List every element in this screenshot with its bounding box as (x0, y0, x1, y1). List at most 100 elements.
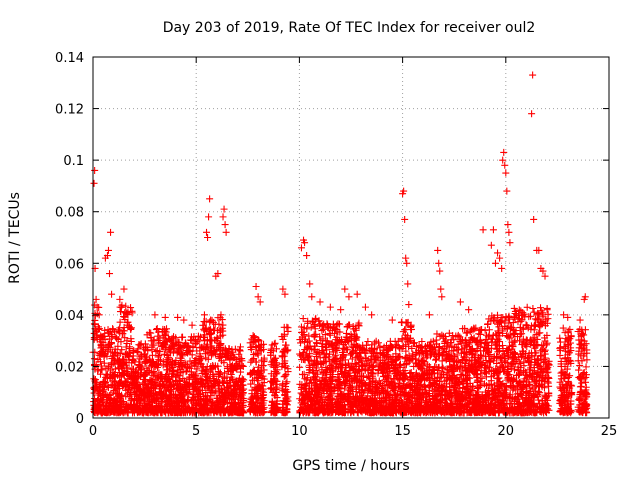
data-point (203, 377, 211, 385)
data-point (92, 334, 100, 342)
data-point (103, 352, 111, 360)
data-point (315, 349, 323, 357)
data-point (282, 341, 290, 349)
data-point (357, 392, 365, 400)
data-point (235, 399, 243, 407)
data-point (260, 358, 268, 366)
data-point (321, 331, 329, 339)
data-point (279, 397, 287, 405)
data-point (235, 350, 243, 358)
data-point (302, 351, 310, 359)
data-point (191, 372, 199, 380)
data-point (354, 368, 362, 376)
data-point (210, 325, 218, 333)
data-point (391, 396, 399, 404)
data-point (382, 393, 390, 401)
data-point (303, 387, 311, 395)
data-point (358, 406, 366, 414)
data-point (325, 383, 333, 391)
data-point (401, 326, 409, 334)
data-point (238, 401, 246, 409)
data-point (177, 350, 185, 358)
data-point (122, 343, 130, 351)
data-point (254, 386, 262, 394)
data-point (334, 370, 342, 378)
data-point (281, 391, 289, 399)
data-point (254, 374, 262, 382)
data-point (121, 316, 129, 324)
data-point (259, 399, 267, 407)
data-point (156, 405, 164, 413)
data-point (254, 368, 262, 376)
data-point (333, 347, 341, 355)
data-point (145, 406, 153, 414)
data-point (356, 356, 364, 364)
data-point (117, 380, 125, 388)
data-point (183, 388, 191, 396)
data-point (248, 386, 256, 394)
data-point (299, 315, 307, 323)
data-point (301, 375, 309, 383)
data-point (252, 342, 260, 350)
data-point (133, 403, 141, 411)
data-point (267, 384, 275, 392)
data-point (326, 329, 334, 337)
data-point (223, 373, 231, 381)
data-point (305, 369, 313, 377)
data-point (334, 320, 342, 328)
data-point (195, 399, 203, 407)
data-point (375, 363, 383, 371)
data-point (111, 357, 119, 365)
data-point (322, 364, 330, 372)
data-point (339, 344, 347, 352)
data-point (323, 382, 331, 390)
data-point (160, 340, 168, 348)
data-point (257, 394, 265, 402)
data-point (335, 380, 343, 388)
data-point (195, 336, 203, 344)
data-point (130, 409, 138, 417)
data-point (223, 352, 231, 360)
data-point (168, 360, 176, 368)
data-point (305, 394, 313, 402)
data-point (333, 384, 341, 392)
data-point (366, 346, 374, 354)
data-point (298, 371, 306, 379)
data-point (361, 399, 369, 407)
data-point (306, 395, 314, 403)
data-point (318, 368, 326, 376)
data-point (176, 343, 184, 351)
data-point (336, 390, 344, 398)
data-point (259, 362, 267, 370)
data-point (354, 321, 362, 329)
data-point (114, 371, 122, 379)
data-point (218, 316, 226, 324)
data-point (112, 402, 120, 410)
data-point (391, 375, 399, 383)
data-point (117, 308, 125, 316)
data-point (223, 394, 231, 402)
data-point (212, 387, 220, 395)
data-point (296, 350, 304, 358)
data-point (210, 347, 218, 355)
data-point (386, 337, 394, 345)
data-point (368, 382, 376, 390)
data-point (220, 359, 228, 367)
data-point (126, 345, 134, 353)
data-point (382, 365, 390, 373)
data-point (376, 389, 384, 397)
data-point (207, 343, 215, 351)
data-point (190, 371, 198, 379)
data-point (280, 373, 288, 381)
data-point (210, 327, 218, 335)
data-point (203, 363, 211, 371)
data-point (177, 407, 185, 415)
data-point (247, 380, 255, 388)
data-point (153, 360, 161, 368)
data-point (168, 368, 176, 376)
data-point (119, 409, 127, 417)
data-point (199, 381, 207, 389)
data-point (281, 348, 289, 356)
data-point (154, 332, 162, 340)
data-point (227, 399, 235, 407)
